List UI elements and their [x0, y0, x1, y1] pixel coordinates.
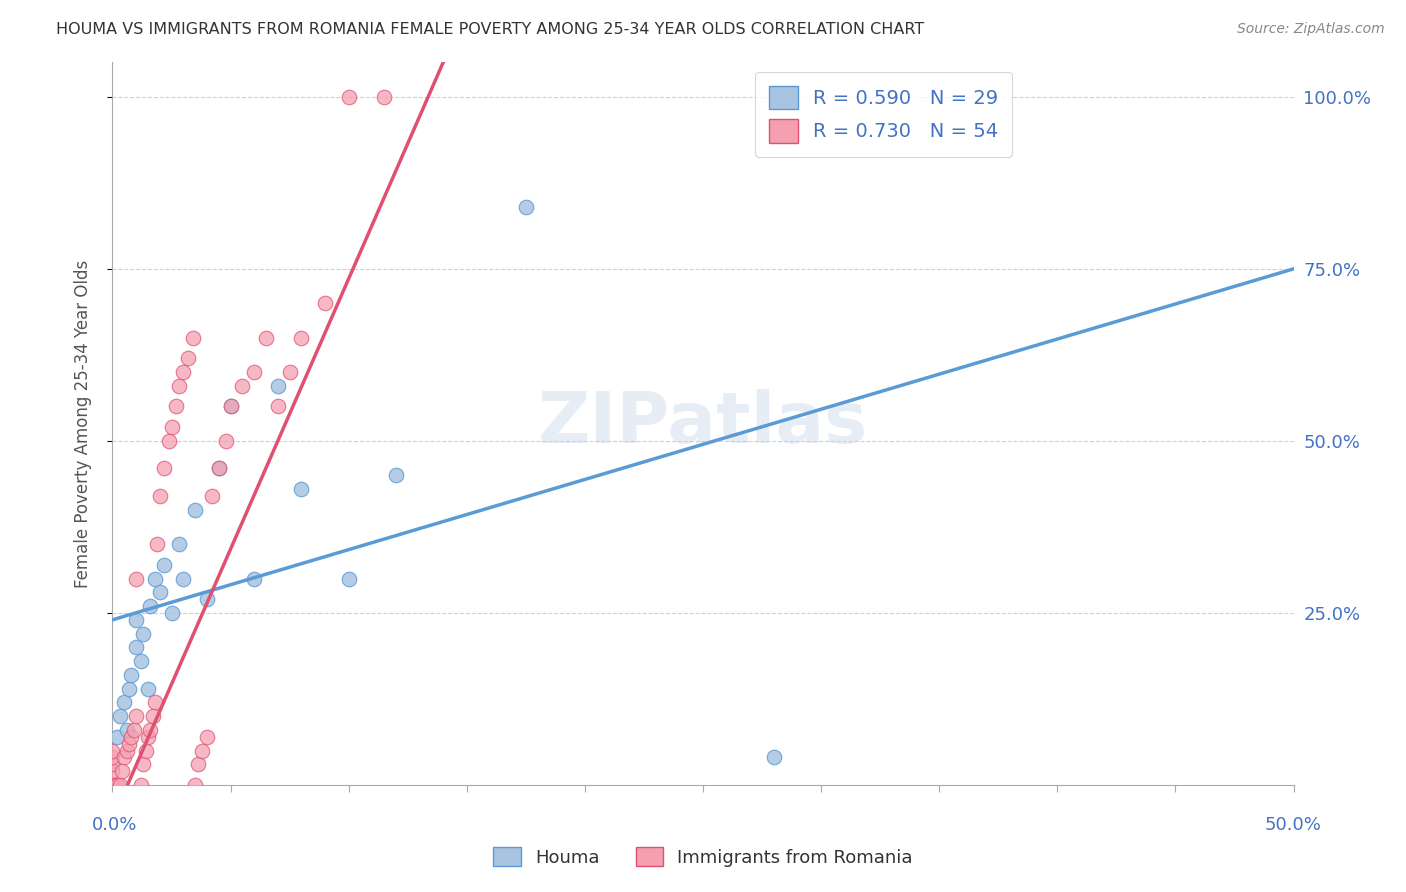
Point: [101, 778, 124, 792]
Point: [120, 730, 142, 744]
Point: [373, 90, 395, 104]
Point: [139, 723, 162, 737]
Point: [385, 468, 408, 483]
Point: [143, 695, 166, 709]
Point: [231, 379, 253, 393]
Point: [290, 482, 312, 496]
Point: [195, 730, 218, 744]
Point: [184, 502, 207, 516]
Point: [219, 400, 242, 414]
Point: [278, 365, 301, 379]
Point: [118, 737, 141, 751]
Point: [219, 400, 242, 414]
Point: [101, 764, 124, 779]
Point: [108, 709, 131, 723]
Point: [515, 200, 537, 214]
Point: [267, 379, 290, 393]
Point: [125, 709, 148, 723]
Point: [146, 537, 169, 551]
Point: [135, 743, 157, 757]
Point: [115, 743, 138, 757]
Point: [122, 723, 145, 737]
Point: [153, 461, 176, 475]
Point: [105, 778, 128, 792]
Point: [101, 778, 124, 792]
Legend: Houma, Immigrants from Romania: Houma, Immigrants from Romania: [486, 840, 920, 874]
Point: [157, 434, 180, 448]
Point: [129, 778, 152, 792]
Point: [172, 572, 194, 586]
Point: [153, 558, 176, 572]
Point: [337, 90, 360, 104]
Point: [177, 351, 200, 366]
Point: [101, 778, 124, 792]
Text: 0.0%: 0.0%: [91, 816, 136, 834]
Point: [105, 730, 128, 744]
Point: [762, 750, 785, 764]
Point: [208, 461, 231, 475]
Y-axis label: Female Poverty Among 25-34 Year Olds: Female Poverty Among 25-34 Year Olds: [73, 260, 91, 588]
Point: [337, 572, 360, 586]
Point: [101, 778, 124, 792]
Point: [243, 365, 266, 379]
Point: [172, 365, 194, 379]
Point: [125, 572, 148, 586]
Point: [115, 723, 138, 737]
Point: [181, 331, 204, 345]
Point: [108, 778, 131, 792]
Point: [139, 599, 162, 613]
Point: [120, 668, 142, 682]
Point: [267, 400, 290, 414]
Point: [215, 434, 238, 448]
Text: HOUMA VS IMMIGRANTS FROM ROMANIA FEMALE POVERTY AMONG 25-34 YEAR OLDS CORRELATIO: HOUMA VS IMMIGRANTS FROM ROMANIA FEMALE …: [56, 22, 925, 37]
Point: [167, 379, 190, 393]
Point: [195, 592, 218, 607]
Point: [149, 585, 172, 599]
Point: [111, 764, 134, 779]
Point: [314, 296, 336, 310]
Point: [125, 613, 148, 627]
Point: [125, 640, 148, 655]
Point: [132, 626, 155, 640]
Text: 50.0%: 50.0%: [1265, 816, 1322, 834]
Point: [101, 743, 124, 757]
Legend: R = 0.590   N = 29, R = 0.730   N = 54: R = 0.590 N = 29, R = 0.730 N = 54: [755, 72, 1012, 157]
Point: [101, 778, 124, 792]
Point: [142, 709, 165, 723]
Point: [208, 461, 231, 475]
Point: [201, 489, 224, 503]
Point: [160, 606, 183, 620]
Point: [254, 331, 277, 345]
Point: [149, 489, 172, 503]
Point: [167, 537, 190, 551]
Point: [101, 757, 124, 772]
Point: [160, 420, 183, 434]
Point: [112, 750, 135, 764]
Text: Source: ZipAtlas.com: Source: ZipAtlas.com: [1237, 22, 1385, 37]
Point: [118, 681, 141, 696]
Point: [143, 572, 166, 586]
Point: [132, 757, 155, 772]
Point: [165, 400, 187, 414]
Point: [101, 750, 124, 764]
Point: [112, 695, 135, 709]
Point: [184, 778, 207, 792]
Point: [290, 331, 312, 345]
Point: [136, 681, 159, 696]
Text: ZIPatlas: ZIPatlas: [538, 389, 868, 458]
Point: [243, 572, 266, 586]
Point: [136, 730, 159, 744]
Point: [186, 757, 208, 772]
Point: [191, 743, 214, 757]
Point: [101, 778, 124, 792]
Point: [129, 654, 152, 668]
